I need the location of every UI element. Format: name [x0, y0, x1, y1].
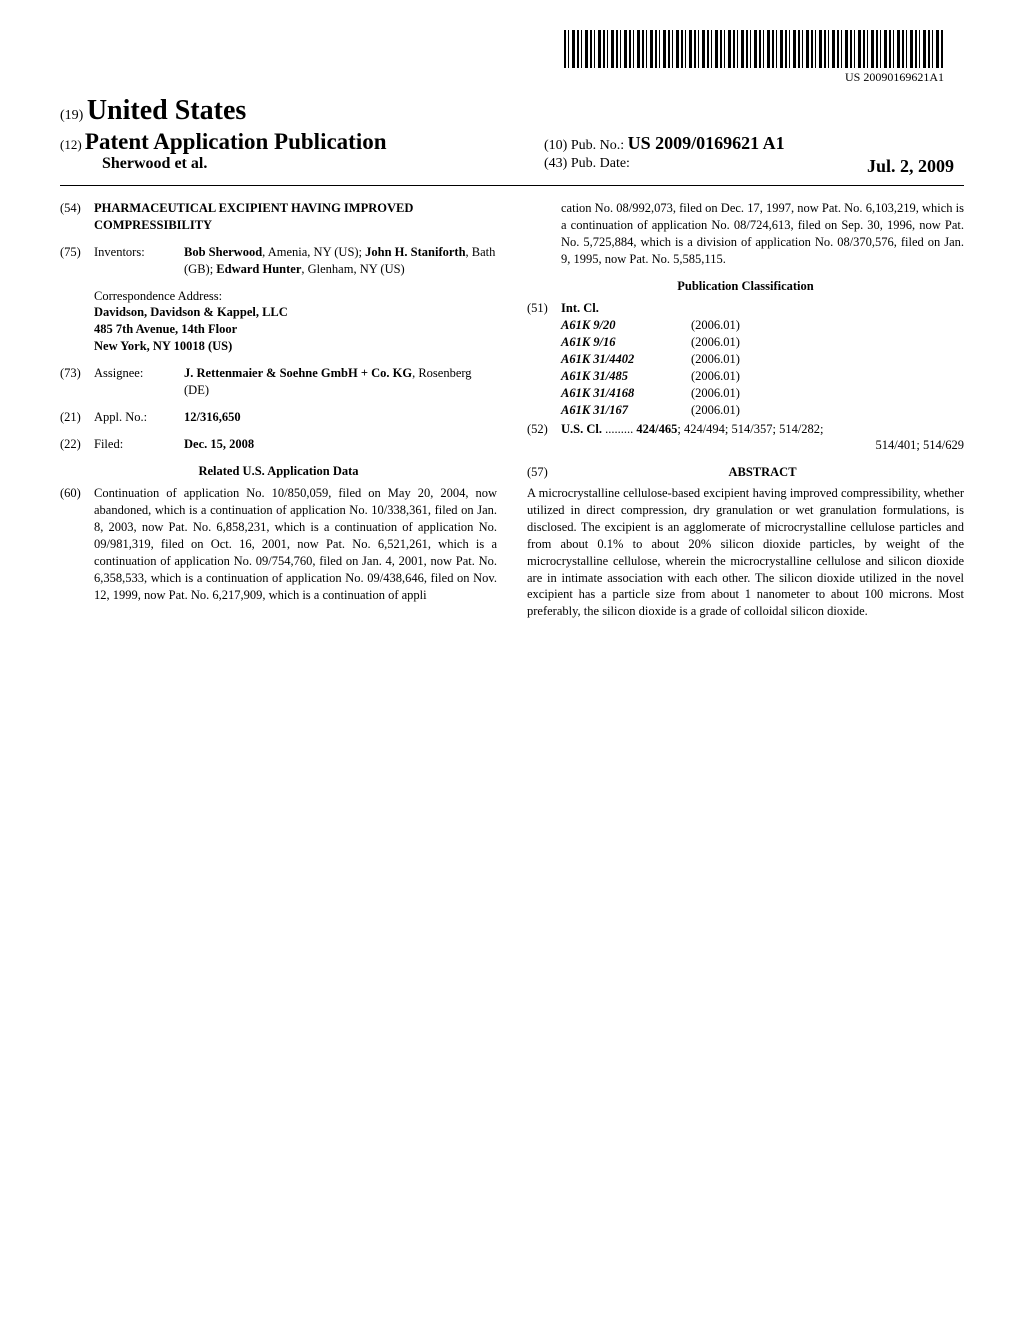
ipc-code: A61K 31/485	[561, 368, 691, 385]
filed-date: Dec. 15, 2008	[184, 436, 497, 453]
barcode-block: US 20090169621A1	[544, 30, 964, 85]
assignee: J. Rettenmaier & Soehne GmbH + Co. KG, R…	[184, 365, 497, 399]
pub-right: (10) Pub. No.: US 2009/0169621 A1 (43) P…	[544, 133, 964, 177]
us-cl-main: 424/465	[636, 422, 677, 436]
corr-l2: Davidson, Davidson & Kappel, LLC	[94, 304, 497, 321]
related-data-cont: cation No. 08/992,073, filed on Dec. 17,…	[527, 200, 964, 268]
divider	[60, 185, 964, 186]
field-60: (60) Continuation of application No. 10/…	[60, 485, 497, 603]
field-51-no: (51)	[527, 300, 561, 418]
field-54-no: (54)	[60, 200, 94, 234]
field-57: (57) ABSTRACT	[527, 464, 964, 481]
appl-no: 12/316,650	[184, 409, 497, 426]
pub-no-label: Pub. No.:	[571, 138, 624, 153]
corr-l4: New York, NY 10018 (US)	[94, 338, 497, 355]
ipc-ver: (2006.01)	[691, 368, 740, 385]
field-73-no: (73)	[60, 365, 94, 399]
field-21-no: (21)	[60, 409, 94, 426]
pub-date: Jul. 2, 2009	[867, 156, 964, 177]
inventor-3: Edward Hunter	[216, 262, 301, 276]
ipc-row: A61K 31/485(2006.01)	[561, 368, 964, 385]
field-60-no: (60)	[60, 485, 94, 603]
ipc-code: A61K 9/16	[561, 334, 691, 351]
field-22-no: (22)	[60, 436, 94, 453]
country-name: United States	[87, 95, 246, 126]
pub-date-prefix: (43)	[544, 156, 567, 171]
related-heading: Related U.S. Application Data	[60, 463, 497, 480]
pub-date-label: Pub. Date:	[571, 156, 630, 171]
publication-line: (12) Patent Application Publication Sher…	[60, 129, 964, 177]
us-cl-line2: 514/401; 514/629	[561, 437, 964, 454]
field-75-no: (75)	[60, 244, 94, 278]
ipc-ver: (2006.01)	[691, 351, 740, 368]
field-57-no: (57)	[527, 464, 561, 481]
field-22-label: Filed:	[94, 436, 184, 453]
ipc-row: A61K 9/16(2006.01)	[561, 334, 964, 351]
field-52-no: (52)	[527, 421, 561, 455]
int-cl-label: Int. Cl.	[561, 300, 964, 317]
abstract-body: A microcrystalline cellulose-based excip…	[527, 485, 964, 620]
assignee-name: J. Rettenmaier & Soehne GmbH + Co. KG	[184, 366, 412, 380]
body-columns: (54) PHARMACEUTICAL EXCIPIENT HAVING IMP…	[60, 200, 964, 620]
right-column: cation No. 08/992,073, filed on Dec. 17,…	[527, 200, 964, 620]
pub-number: US 2009/0169621 A1	[628, 133, 785, 153]
correspondence: Correspondence Address: Davidson, Davids…	[94, 288, 497, 356]
abstract-heading: ABSTRACT	[561, 464, 964, 481]
corr-l3: 485 7th Avenue, 14th Floor	[94, 321, 497, 338]
pub-left: (12) Patent Application Publication Sher…	[60, 129, 544, 173]
ipc-row: A61K 31/4402(2006.01)	[561, 351, 964, 368]
ipc-ver: (2006.01)	[691, 317, 740, 334]
field-51: (51) Int. Cl. A61K 9/20(2006.01) A61K 9/…	[527, 300, 964, 418]
us-cl: U.S. Cl. 424/465; 424/494; 514/357; 514/2…	[561, 421, 964, 455]
field-73-label: Assignee:	[94, 365, 184, 399]
inventor-1: Bob Sherwood	[184, 245, 262, 259]
ipc-code: A61K 31/4168	[561, 385, 691, 402]
header: (19) United States (12) Patent Applicati…	[60, 95, 964, 177]
invention-title: PHARMACEUTICAL EXCIPIENT HAVING IMPROVED…	[94, 200, 497, 234]
ipc-row: A61K 9/20(2006.01)	[561, 317, 964, 334]
pub-type-prefix: (12)	[60, 137, 82, 152]
pub-no-prefix: (10)	[544, 138, 567, 153]
related-data: Continuation of application No. 10/850,0…	[94, 485, 497, 603]
field-75: (75) Inventors: Bob Sherwood, Amenia, NY…	[60, 244, 497, 278]
field-21-label: Appl. No.:	[94, 409, 184, 426]
us-cl-rest: ; 424/494; 514/357; 514/282;	[677, 422, 823, 436]
ipc-code: A61K 9/20	[561, 317, 691, 334]
field-54: (54) PHARMACEUTICAL EXCIPIENT HAVING IMP…	[60, 200, 497, 234]
int-cl: Int. Cl. A61K 9/20(2006.01) A61K 9/16(20…	[561, 300, 964, 418]
inventors: Bob Sherwood, Amenia, NY (US); John H. S…	[184, 244, 497, 278]
barcode	[564, 30, 944, 68]
country-prefix: (19)	[60, 108, 83, 123]
pub-type: Patent Application Publication	[85, 129, 387, 154]
ipc-ver: (2006.01)	[691, 402, 740, 419]
inventor-2: John H. Staniforth	[365, 245, 465, 259]
country-line: (19) United States	[60, 95, 964, 127]
pubclass-heading: Publication Classification	[527, 278, 964, 295]
authors: Sherwood et al.	[60, 155, 544, 173]
ipc-code: A61K 31/167	[561, 402, 691, 419]
ipc-row: A61K 31/167(2006.01)	[561, 402, 964, 419]
ipc-row: A61K 31/4168(2006.01)	[561, 385, 964, 402]
ipc-ver: (2006.01)	[691, 334, 740, 351]
ipc-ver: (2006.01)	[691, 385, 740, 402]
barcode-number: US 20090169621A1	[544, 70, 964, 85]
field-22: (22) Filed: Dec. 15, 2008	[60, 436, 497, 453]
us-cl-label: U.S. Cl.	[561, 422, 602, 436]
dots	[602, 422, 636, 436]
field-21: (21) Appl. No.: 12/316,650	[60, 409, 497, 426]
corr-l1: Correspondence Address:	[94, 288, 497, 305]
left-column: (54) PHARMACEUTICAL EXCIPIENT HAVING IMP…	[60, 200, 497, 620]
field-75-label: Inventors:	[94, 244, 184, 278]
field-73: (73) Assignee: J. Rettenmaier & Soehne G…	[60, 365, 497, 399]
field-52: (52) U.S. Cl. 424/465; 424/494; 514/357; …	[527, 421, 964, 455]
ipc-code: A61K 31/4402	[561, 351, 691, 368]
